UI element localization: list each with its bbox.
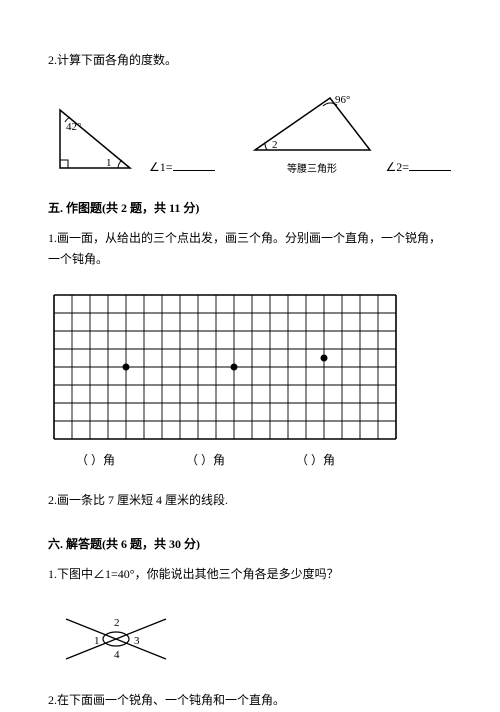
answer2: ∠2= [386,157,452,175]
triangle1-base-label: 1 [106,157,112,169]
triangle1-angle: 42° [66,121,81,133]
grid-svg [48,289,402,445]
cross-label-2: 2 [114,617,120,629]
cross-label-1: 1 [94,635,100,647]
answer1: ∠1= [149,157,215,175]
section5-q1: 1.画一面，从给出的三个点出发，画三个角。分别画一个直角，一个锐角，一个钝角。 [48,228,452,271]
triangle1-block: 42° 1 ∠1= [48,100,215,175]
triangle2-block: 96° 2 等腰三角形 ∠2= [245,90,452,175]
section6-title: 六. 解答题(共 6 题，共 30 分) [48,535,452,552]
section6-q2: 2.在下面画一个锐角、一个钝角和一个直角。 [48,690,452,712]
triangle2-subtext: 等腰三角形 [245,160,380,175]
answer2-prefix: ∠2= [386,160,410,174]
triangle2-base-label: 2 [272,139,278,151]
cross-label-4: 4 [114,649,120,661]
figures-row: 42° 1 ∠1= 96° 2 等腰三角形 ∠2= [48,90,452,175]
triangle1-svg: 42° 1 [48,100,143,175]
answer1-prefix: ∠1= [149,160,173,174]
q2-title: 2.计算下面各角的度数。 [48,50,452,72]
section6-q1: 1.下图中∠1=40°，你能说出其他三个角各是多少度吗？ [48,564,452,586]
grid-labels: （ ）角 （ ）角 （ ）角 [48,451,452,468]
grid-label-3: （ ）角 [296,451,406,468]
answer2-blank [409,157,451,171]
section5-q2: 2.画一条比 7 厘米短 4 厘米的线段. [48,490,452,512]
grid-wrap [48,289,452,445]
triangle2-svg: 96° 2 [245,90,380,160]
triangle2-angle: 96° [335,94,350,106]
cross-label-3: 3 [134,635,140,647]
cross-svg: 1 2 3 4 [56,604,176,674]
grid-label-2: （ ）角 [186,451,296,468]
grid-label-1: （ ）角 [76,451,186,468]
answer1-blank [173,157,215,171]
section5-title: 五. 作图题(共 2 题，共 11 分) [48,199,452,216]
